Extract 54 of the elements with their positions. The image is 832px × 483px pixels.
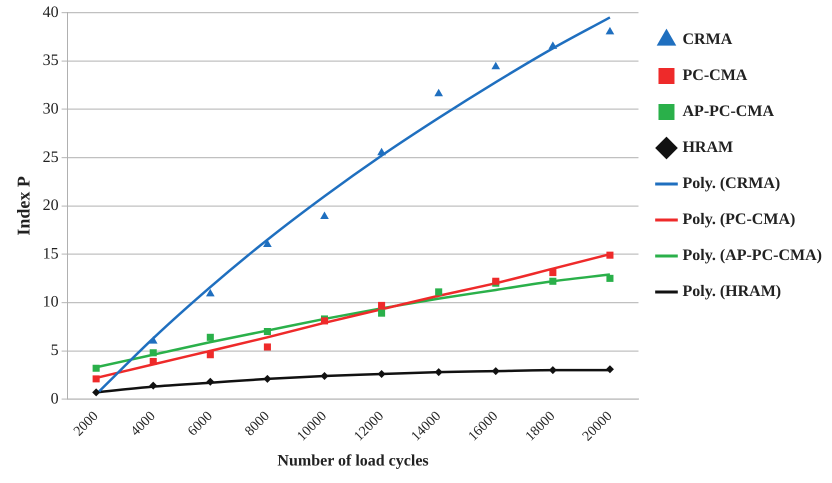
point (491, 62, 500, 70)
point (92, 388, 100, 396)
point (434, 88, 444, 96)
point (548, 366, 557, 374)
point (434, 368, 443, 376)
point (320, 372, 328, 380)
y-axis-title: Index P (13, 176, 34, 236)
y-tick-label: 20 (42, 197, 59, 214)
legend-label: Poly. (AP-PC-CMA) (682, 247, 822, 264)
legend-label: PC-CMA (682, 67, 748, 84)
legend-label: Poly. (HRAM) (682, 283, 782, 300)
y-tick-label: 35 (42, 52, 59, 70)
x-tick-label: 4000 (128, 408, 159, 440)
y-tick-label: 40 (42, 4, 59, 21)
y-tick-label: 25 (42, 148, 59, 166)
legend-label: Poly. (CRMA) (682, 175, 780, 192)
point (264, 343, 271, 351)
point (92, 375, 100, 382)
y-tick-label: 10 (42, 294, 59, 311)
point (548, 41, 558, 49)
legend-label: Poly. (PC-CMA) (682, 211, 796, 228)
point (435, 288, 442, 296)
point (92, 364, 100, 372)
legend-label: CRMA (682, 31, 733, 48)
point (606, 274, 614, 282)
x-axis-title: Number of load cycles (277, 452, 429, 470)
point (206, 334, 214, 341)
point (264, 328, 271, 336)
point (206, 351, 214, 358)
point (149, 382, 158, 390)
point (606, 26, 614, 34)
point (206, 288, 215, 296)
point (206, 378, 214, 386)
point (263, 240, 272, 248)
x-tick-label: 6000 (185, 408, 216, 440)
point (148, 336, 158, 344)
y-tick-label: 0 (50, 390, 59, 408)
y-tick-label: 5 (50, 342, 59, 360)
point (549, 278, 556, 285)
point (492, 367, 500, 376)
point (320, 212, 329, 220)
point (606, 252, 614, 259)
point (378, 310, 386, 317)
point (150, 358, 157, 366)
y-tick-label: 15 (42, 245, 59, 262)
y-tick-label: 30 (42, 100, 59, 118)
point (263, 374, 272, 383)
point (377, 148, 386, 156)
point (549, 269, 556, 276)
point (606, 365, 614, 374)
point (378, 302, 386, 309)
point (150, 349, 157, 356)
legend-label: AP-PC-CMA (682, 103, 774, 120)
legend-label: HRAM (682, 139, 734, 156)
